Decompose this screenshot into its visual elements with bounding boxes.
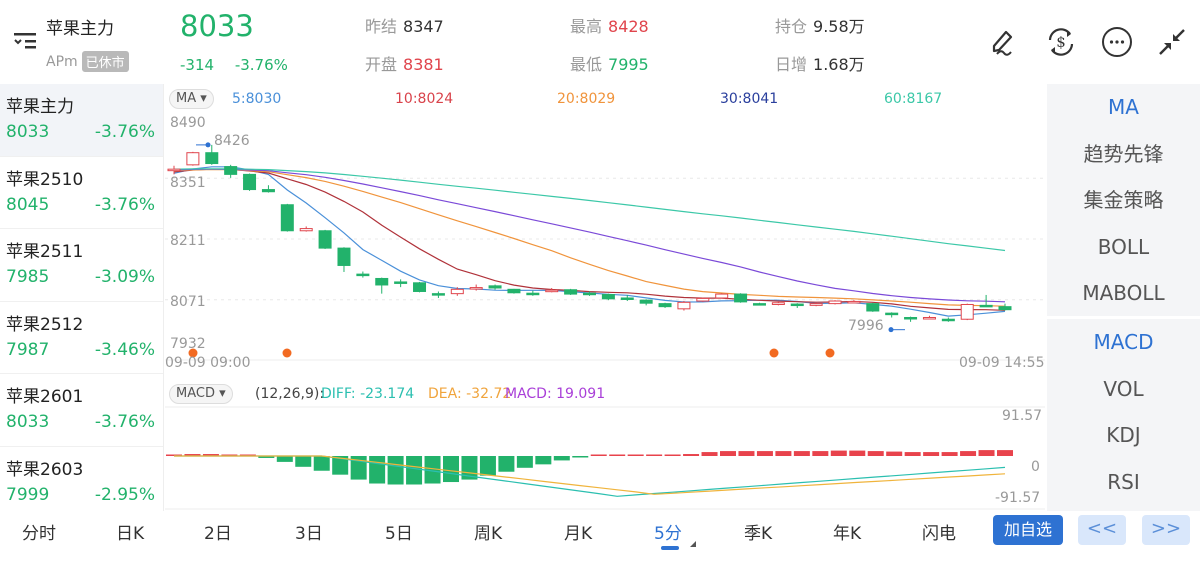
diff-value: DIFF: -23.174 <box>321 386 415 402</box>
header: 苹果主力 APm 已休市 8033 -314 -3.76% 昨结 8347 开盘 8… <box>0 0 1200 84</box>
high-marker-label: 8426 <box>214 133 250 149</box>
period-tabs: 分时 日K 2日 3日 5日 周K 月K 5分 季K 年K 闪电 加自选 << … <box>0 511 1200 567</box>
tab-quarterly[interactable]: 季K <box>744 524 773 544</box>
ma20-value: 20:8029 <box>557 91 616 107</box>
tab-daily[interactable]: 日K <box>116 524 145 544</box>
dropdown-triangle-icon[interactable] <box>690 541 696 547</box>
stat-low: 最低 7995 <box>570 55 649 74</box>
indicator-rsi[interactable]: RSI <box>1107 469 1140 494</box>
tab-yearly[interactable]: 年K <box>833 524 862 544</box>
indicator-kdj[interactable]: KDJ <box>1106 423 1141 447</box>
svg-text:$: $ <box>1056 33 1066 51</box>
tab-2day[interactable]: 2日 <box>204 524 232 544</box>
y-axis-label: 8490 <box>170 115 206 131</box>
indicator-panel: MA 趋势先锋 集金策略 BOLL MABOLL MACD VOL KDJ RS… <box>1047 84 1200 511</box>
more-icon[interactable] <box>1101 26 1133 58</box>
tab-weekly[interactable]: 周K <box>474 524 503 544</box>
contract-subtitle: APm 已休市 <box>46 51 129 72</box>
contract-item[interactable]: 苹果2601 8033 -3.76% <box>0 374 163 447</box>
macd-selector[interactable]: MACD ▾ <box>169 384 233 404</box>
stat-open-interest: 持仓 9.58万 <box>775 17 865 36</box>
ma30-value: 30:8041 <box>720 91 779 107</box>
ma-selector[interactable]: MA ▾ <box>169 89 214 109</box>
indicator-boll[interactable]: BOLL <box>1097 234 1150 259</box>
ma5-value: 5:8030 <box>232 91 282 107</box>
sub-indicator-group: MACD VOL KDJ RSI <box>1047 319 1200 511</box>
x-axis-end: 09-09 14:55 <box>959 355 1045 371</box>
collapse-icon[interactable] <box>1156 26 1188 58</box>
y-axis-label: 8351 <box>170 175 206 191</box>
chart-area[interactable]: MA ▾ 5:8030 10:8024 20:8029 30:8041 60:8… <box>165 84 1045 511</box>
contract-item[interactable]: 苹果2603 7999 -2.95% <box>6 459 155 505</box>
contract-item[interactable]: 苹果2512 7987 -3.46% <box>0 302 163 374</box>
macd-value: MACD: 19.091 <box>505 386 606 402</box>
macd-legend: MACD ▾ (12,26,9): DIFF: -23.174 DEA: -32… <box>165 381 1045 405</box>
stat-high: 最高 8428 <box>570 17 649 36</box>
contract-title: 苹果主力 <box>46 19 114 39</box>
macd-axis-zero: 0 <box>1031 459 1040 475</box>
tab-5day[interactable]: 5日 <box>385 524 413 544</box>
ma60-value: 60:8167 <box>884 91 943 107</box>
contract-list: 苹果主力 8033 -3.76% 苹果2510 8045 -3.76% 苹果2511… <box>0 84 164 511</box>
tab-5min[interactable]: 5分 <box>654 524 682 544</box>
prev-contract-button[interactable]: << <box>1078 515 1126 545</box>
change-percent: -3.76% <box>234 56 288 74</box>
change-amount: -314 <box>180 56 215 74</box>
macd-axis-bottom: -91.57 <box>995 490 1041 506</box>
draw-icon[interactable] <box>988 26 1020 58</box>
x-axis-start: 09-09 09:00 <box>165 355 251 371</box>
candlestick-chart[interactable] <box>165 110 1045 380</box>
currency-exchange-icon[interactable]: $ <box>1045 26 1077 58</box>
next-contract-button[interactable]: >> <box>1142 515 1190 545</box>
tab-lightning[interactable]: 闪电 <box>922 524 956 544</box>
low-marker-label: 7996 <box>848 318 884 334</box>
indicator-vol[interactable]: VOL <box>1103 376 1144 401</box>
macd-axis-top: 91.57 <box>1002 408 1043 424</box>
contract-item[interactable]: 苹果主力 8033 -3.76% <box>0 84 163 157</box>
y-axis-label: 8211 <box>170 233 206 249</box>
stat-open: 开盘 8381 <box>365 55 444 74</box>
indicator-ma[interactable]: MA <box>1108 95 1139 119</box>
main-indicator-group: MA 趋势先锋 集金策略 BOLL MABOLL <box>1047 84 1200 316</box>
indicator-jijin[interactable]: 集金策略 <box>1083 188 1164 212</box>
dea-value: DEA: -32.72 <box>428 386 512 402</box>
contract-item[interactable]: 苹果2510 8045 -3.76% <box>0 157 163 229</box>
indicator-trend[interactable]: 趋势先锋 <box>1083 141 1164 166</box>
ma-legend: MA ▾ 5:8030 10:8024 20:8029 30:8041 60:8… <box>165 86 1045 110</box>
status-badge: 已休市 <box>81 51 129 72</box>
active-tab-indicator <box>661 546 679 550</box>
y-axis-label: 8071 <box>170 294 206 310</box>
tab-timeshare[interactable]: 分时 <box>22 524 56 544</box>
ma10-value: 10:8024 <box>395 91 454 107</box>
tab-monthly[interactable]: 月K <box>564 524 593 544</box>
exchange-code: APm <box>46 53 78 70</box>
stat-daily-increase: 日增 1.68万 <box>775 55 865 74</box>
add-watchlist-button[interactable]: 加自选 <box>993 515 1063 545</box>
macd-chart[interactable] <box>165 406 1045 511</box>
indicator-macd[interactable]: MACD <box>1093 330 1154 354</box>
y-axis-label: 7932 <box>170 336 206 352</box>
menu-list-icon[interactable] <box>12 30 38 52</box>
contract-item[interactable]: 苹果2511 7985 -3.09% <box>0 229 163 302</box>
price-change: -314 -3.76% <box>180 56 304 74</box>
indicator-maboll[interactable]: MABOLL <box>1082 281 1165 305</box>
tab-3day[interactable]: 3日 <box>295 524 323 544</box>
stat-prev-settle: 昨结 8347 <box>365 17 444 36</box>
last-price: 8033 <box>180 9 254 43</box>
